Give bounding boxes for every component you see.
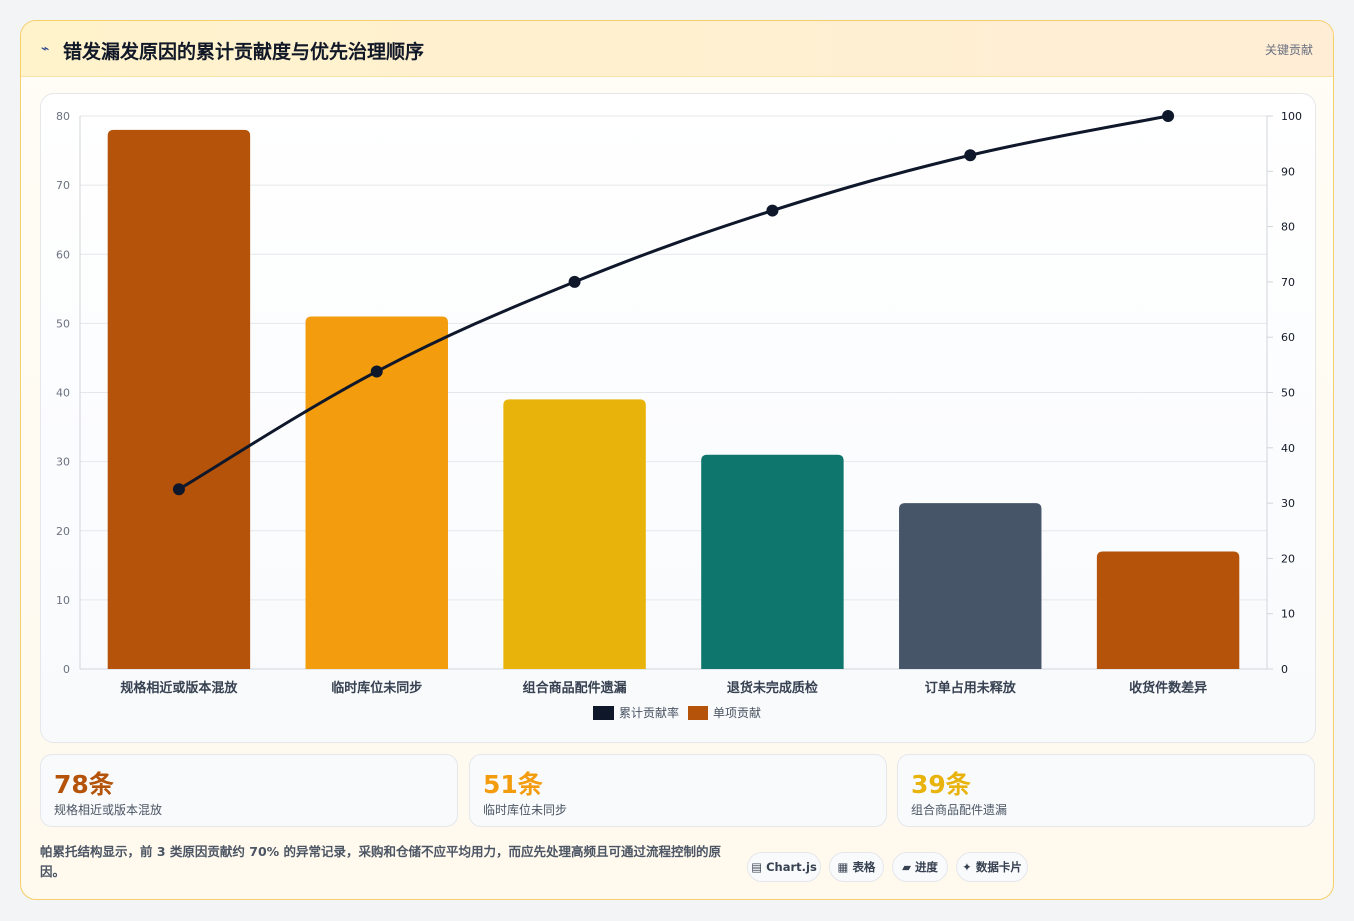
tag-label: 表格 — [852, 860, 876, 874]
summary-text: 帕累托结构显示，前 3 类原因贡献约 70% 的异常记录，采购和仓储不应平均用力… — [40, 844, 722, 879]
x-tick-label: 收货件数差异 — [1129, 680, 1207, 696]
cumulative-point — [766, 204, 779, 217]
x-tick-label: 规格相近或版本混放 — [120, 680, 238, 696]
y-tick-label: 20 — [56, 525, 70, 538]
table-icon: ▦ — [837, 860, 849, 874]
y2-tick-label: 90 — [1281, 165, 1295, 178]
legend-label: 累计贡献率 — [619, 705, 679, 720]
pareto-chart-panel: 0 10 20 30 40 50 60 70 80 0 10 20 30 40 50 60 70 80 90 100 规… — [40, 93, 1316, 743]
pulse-icon: ⌁ — [41, 41, 50, 57]
y2-tick-label: 80 — [1281, 221, 1295, 234]
tag-label: 进度 — [914, 860, 938, 874]
tag-data-card[interactable]: ✦ 数据卡片 — [956, 852, 1028, 882]
x-tick-label: 临时库位未同步 — [331, 680, 422, 696]
y-tick-label: 0 — [63, 663, 70, 676]
stat-value: 39条 — [911, 770, 971, 799]
key-contribution-label: 关键贡献 — [1264, 43, 1313, 57]
chart-icon: ▤ — [751, 860, 763, 874]
y-tick-label: 80 — [56, 110, 70, 123]
stat-card-1: 78条 规格相近或版本混放 — [40, 754, 458, 827]
cumulative-point — [1162, 110, 1175, 122]
stat-value: 78条 — [54, 770, 114, 799]
y2-tick-label: 10 — [1281, 608, 1295, 621]
bar — [899, 503, 1042, 669]
tag-progress[interactable]: ▰ 进度 — [892, 852, 948, 882]
y2-tick-label: 60 — [1281, 331, 1295, 344]
card-header: ⌁ 错发漏发原因的累计贡献度与优先治理顺序 关键贡献 — [21, 21, 1333, 77]
report-card: ⌁ 错发漏发原因的累计贡献度与优先治理顺序 关键贡献 0 10 20 30 40 50 60… — [20, 20, 1334, 900]
y-tick-label: 50 — [56, 317, 70, 330]
bar — [305, 316, 448, 669]
stat-card-3: 39条 组合商品配件遗漏 — [897, 754, 1315, 827]
tag-chartjs[interactable]: ▤ Chart.js — [747, 852, 821, 882]
stat-label: 组合商品配件遗漏 — [911, 803, 1008, 817]
y-tick-label: 70 — [56, 179, 70, 192]
x-tick-label: 退货未完成质检 — [727, 680, 818, 696]
tag-table[interactable]: ▦ 表格 — [829, 852, 884, 882]
bar — [107, 129, 251, 669]
y2-tick-label: 0 — [1281, 663, 1288, 676]
stat-value: 51条 — [483, 770, 543, 799]
y2-tick-label: 70 — [1281, 276, 1295, 289]
legend-label: 单项贡献 — [713, 705, 761, 720]
bar — [1096, 551, 1240, 669]
cumulative-point — [172, 483, 185, 496]
page-title: 错发漏发原因的累计贡献度与优先治理顺序 — [63, 41, 425, 63]
bar — [701, 454, 844, 669]
y2-tick-label: 100 — [1281, 110, 1302, 123]
progress-icon: ▰ — [902, 860, 911, 874]
tag-label: Chart.js — [766, 860, 817, 874]
pareto-chart: 0 10 20 30 40 50 60 70 80 0 10 20 30 40 50 60 70 80 90 100 规… — [56, 110, 1302, 720]
y2-tick-label: 50 — [1281, 387, 1295, 400]
sparkle-icon: ✦ — [962, 860, 972, 874]
cumulative-point — [964, 149, 977, 162]
y2-tick-label: 20 — [1281, 552, 1295, 565]
bar — [503, 399, 646, 669]
y-tick-label: 10 — [56, 594, 70, 607]
y2-tick-label: 40 — [1281, 442, 1295, 455]
cumulative-line — [178, 114, 1169, 491]
x-tick-label: 组合商品配件遗漏 — [523, 680, 627, 696]
y-tick-label: 40 — [56, 387, 70, 400]
tag-label: 数据卡片 — [975, 860, 1022, 874]
legend-swatch — [688, 706, 708, 720]
y-tick-label: 60 — [56, 248, 70, 261]
cumulative-point — [568, 275, 581, 288]
y-tick-label: 30 — [56, 456, 70, 469]
stat-label: 规格相近或版本混放 — [54, 803, 163, 817]
stat-card-2: 51条 临时库位未同步 — [469, 754, 887, 827]
legend-swatch — [593, 706, 614, 720]
x-tick-label: 订单占用未释放 — [925, 680, 1017, 696]
stat-label: 临时库位未同步 — [483, 803, 568, 817]
y2-tick-label: 30 — [1281, 497, 1295, 510]
cumulative-point — [370, 365, 383, 378]
